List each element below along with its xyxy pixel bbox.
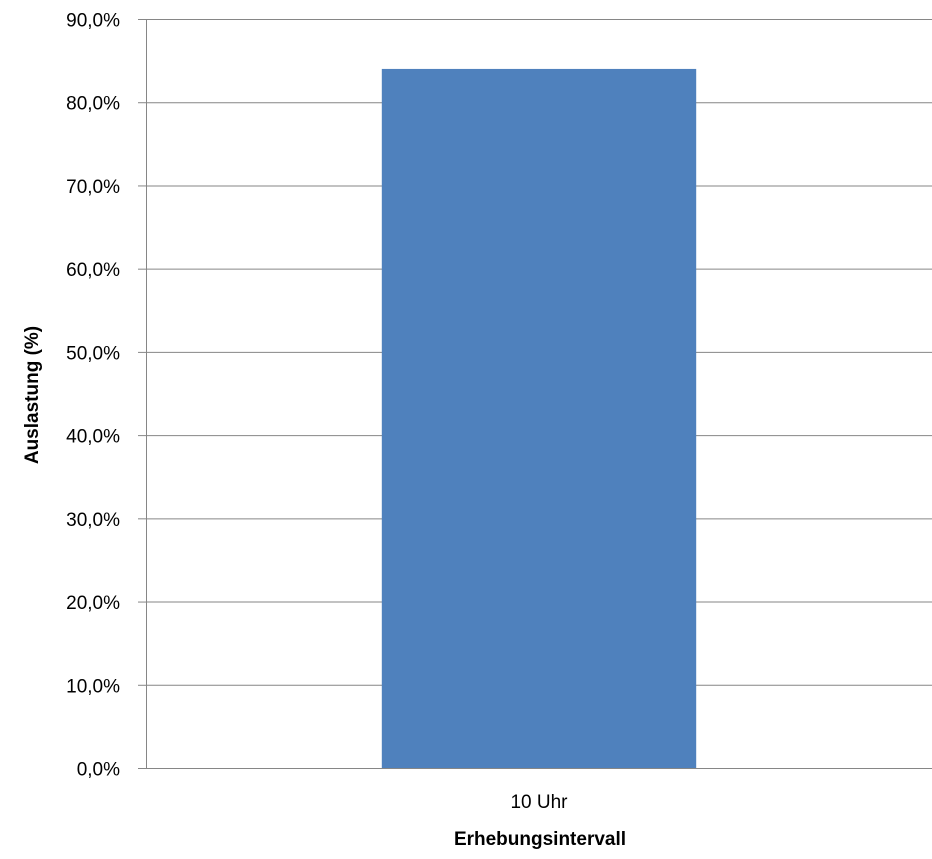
y-tick-label: 40,0% xyxy=(66,427,120,448)
x-tick-labels: 10 Uhr xyxy=(510,792,568,813)
axes xyxy=(138,19,932,769)
y-tick-label: 60,0% xyxy=(66,260,120,281)
y-tick-label: 90,0% xyxy=(66,11,120,32)
x-axis-title: Erhebungsintervall xyxy=(454,829,626,850)
y-tick-label: 30,0% xyxy=(66,510,120,531)
y-tick-label: 10,0% xyxy=(66,676,120,697)
y-tick-label: 80,0% xyxy=(66,94,120,115)
x-tick-label: 10 Uhr xyxy=(510,792,568,813)
bars xyxy=(381,68,697,768)
y-tick-label: 50,0% xyxy=(66,343,120,364)
y-tick-labels: 0,0% 10,0% 20,0% 30,0% 40,0% 50,0% 60,0% 70,0% 8… xyxy=(66,11,120,781)
y-axis-title: Auslastung (%) xyxy=(22,326,43,464)
y-tick-label: 20,0% xyxy=(66,593,120,614)
bar xyxy=(381,68,697,768)
y-tick-label: 70,0% xyxy=(66,177,120,198)
y-tick-label: 0,0% xyxy=(77,760,120,781)
